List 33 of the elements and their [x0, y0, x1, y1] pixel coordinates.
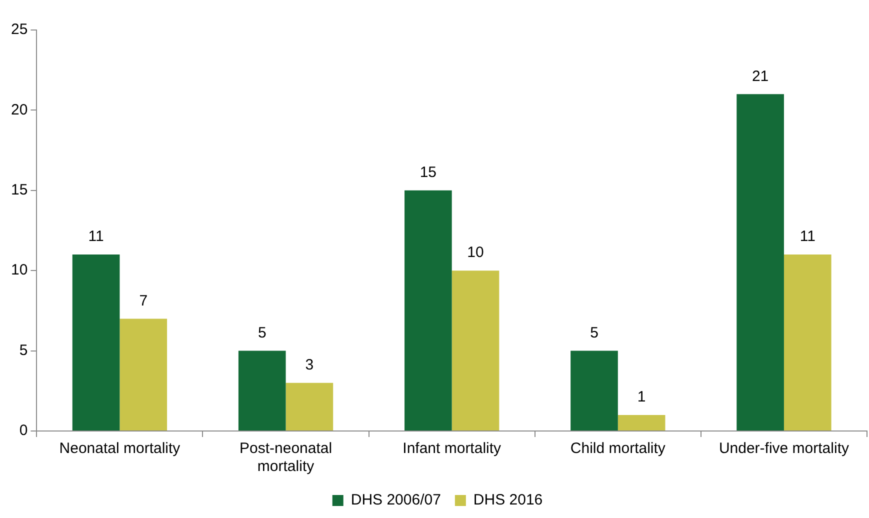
- bar: [784, 254, 832, 430]
- bar: [120, 318, 168, 430]
- y-tick-label: 25: [10, 21, 28, 38]
- data-label: 11: [88, 228, 104, 246]
- data-label: 5: [258, 324, 266, 342]
- data-label: 5: [590, 324, 598, 342]
- x-tick-label: Post-neonatal mortality: [239, 440, 332, 476]
- data-label: 1: [637, 388, 646, 406]
- data-label: 10: [467, 244, 484, 262]
- data-label: 11: [800, 228, 816, 246]
- data-label: 3: [305, 356, 314, 374]
- data-label: 21: [752, 68, 769, 85]
- x-tick-label: Neonatal mortality: [59, 440, 181, 458]
- y-tick-label: 5: [19, 342, 28, 359]
- bar: [570, 350, 618, 430]
- bar: [618, 414, 666, 430]
- y-tick-label: 20: [10, 101, 28, 118]
- bar: [404, 190, 452, 430]
- bar: [238, 350, 286, 430]
- data-label: 15: [420, 164, 437, 182]
- bar: [736, 94, 784, 430]
- legend-label: DHS 2016: [473, 492, 543, 509]
- y-tick-label: 10: [10, 262, 28, 279]
- bar: [286, 382, 334, 430]
- x-tick-label: Child mortality: [570, 440, 666, 458]
- y-tick-label: 15: [10, 182, 28, 199]
- x-tick-label: Infant mortality: [402, 440, 502, 458]
- bar: [72, 254, 120, 430]
- x-tick-label: Under-five mortality: [718, 440, 850, 458]
- data-label: 7: [139, 292, 148, 310]
- bar: [452, 270, 500, 430]
- y-tick-label: 0: [19, 422, 28, 440]
- legend-label: DHS 2006/07: [350, 492, 441, 509]
